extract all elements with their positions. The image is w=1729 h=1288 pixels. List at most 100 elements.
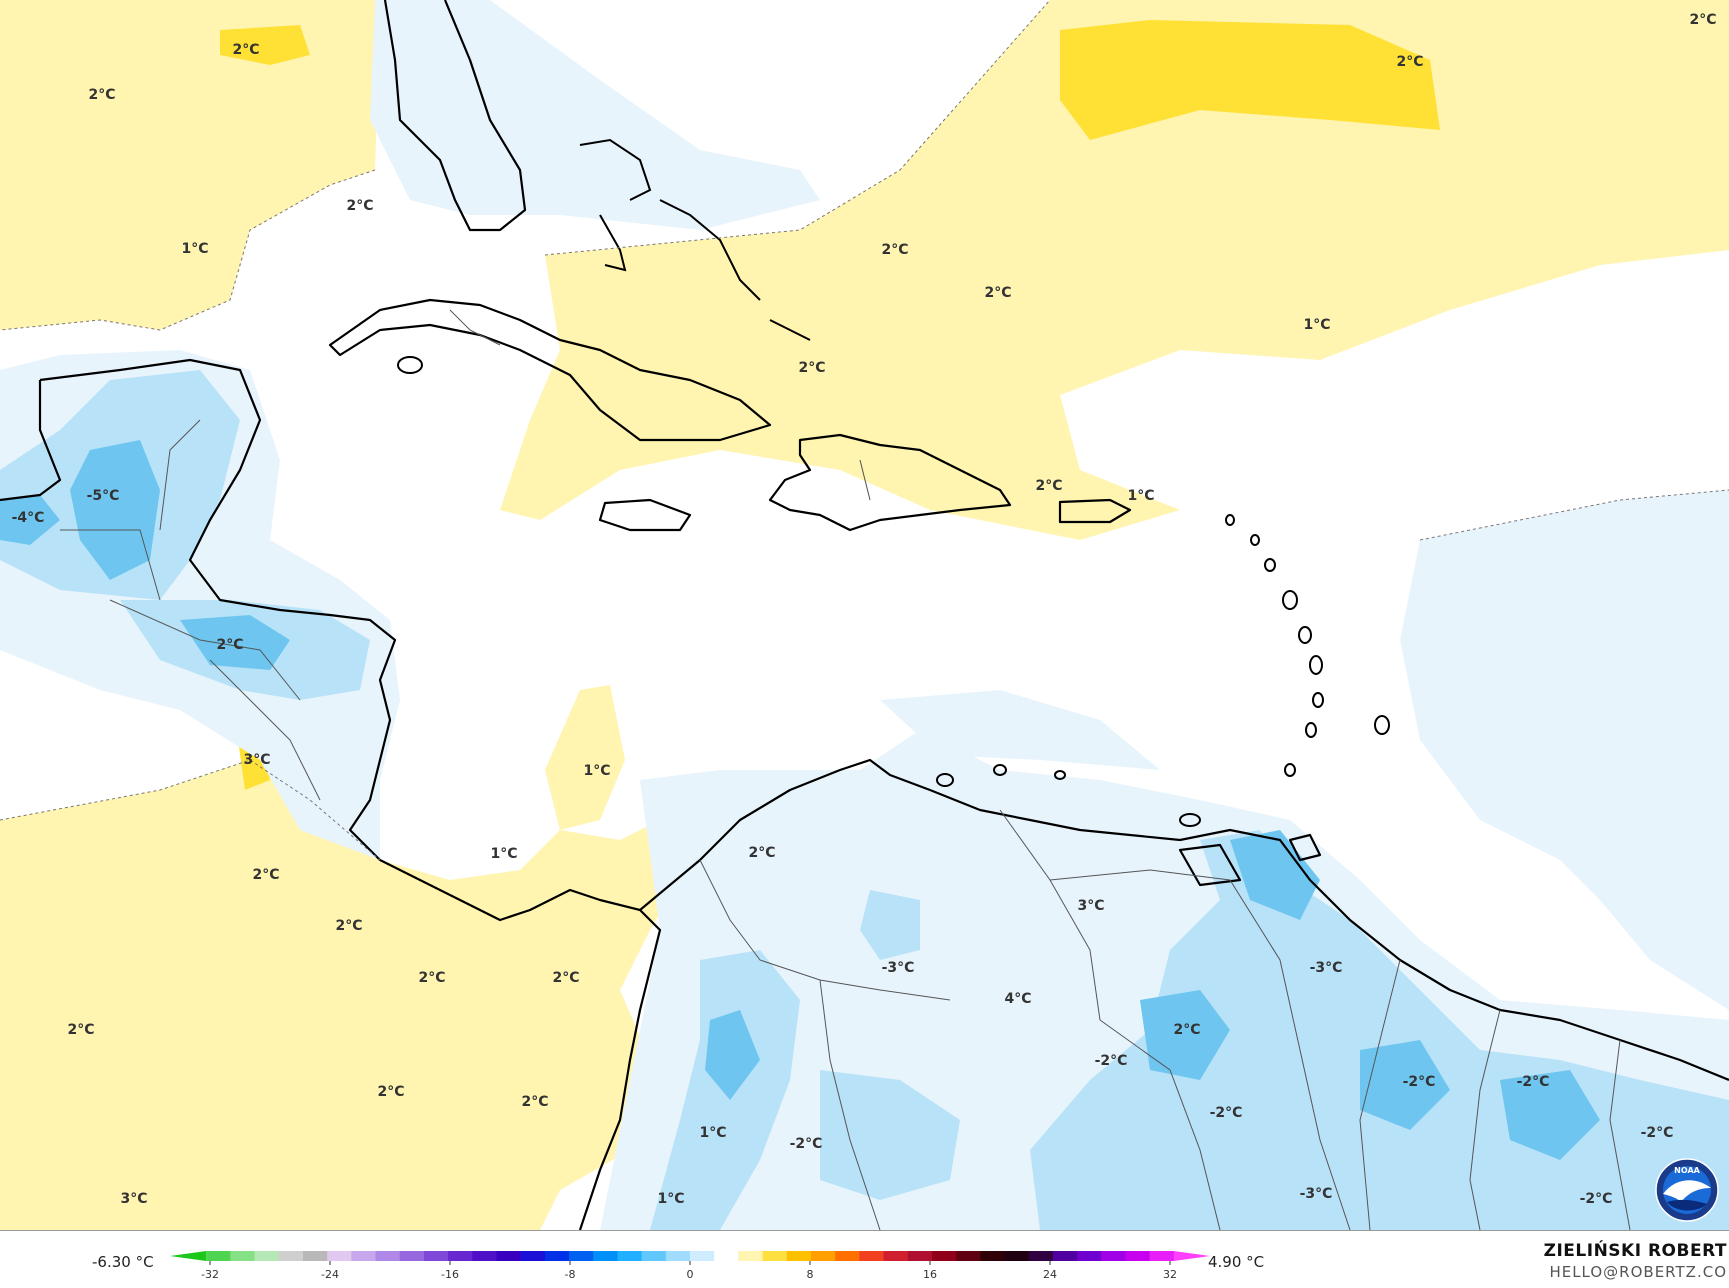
colorbar-cell bbox=[1077, 1251, 1102, 1261]
contour-label: -3°C bbox=[882, 960, 915, 976]
colorbar-cell bbox=[593, 1251, 618, 1261]
colorbar-cell bbox=[883, 1251, 909, 1261]
colorbar-cell bbox=[544, 1251, 570, 1261]
contour-label: 2°C bbox=[881, 242, 908, 258]
contour-label: 2°C bbox=[521, 1094, 548, 1110]
colorbar-cell bbox=[762, 1251, 788, 1261]
contour-label: 4°C bbox=[1004, 991, 1031, 1007]
colorbar-cell bbox=[472, 1251, 497, 1261]
colorbar-cell bbox=[665, 1251, 691, 1261]
colorbar-cell bbox=[278, 1251, 304, 1261]
min-value-label: -6.30 °C bbox=[92, 1253, 154, 1271]
contour-labels: 2°C 2°C 2°C 1°C 2°C 2°C 2°C 2°C 1°C 2°C 2°C 1°C -5°C… bbox=[12, 12, 1717, 1207]
contour-label: 2°C bbox=[552, 970, 579, 986]
contour-label: 2°C bbox=[1035, 478, 1062, 494]
colorbar-cell bbox=[980, 1251, 1005, 1261]
colorbar-tick-label: 0 bbox=[687, 1268, 694, 1281]
author-email: HELLO@ROBERTZ.CO bbox=[1549, 1263, 1727, 1281]
contour-label: 1°C bbox=[490, 846, 517, 862]
contour-label: 2°C bbox=[984, 285, 1011, 301]
colorbar-cell bbox=[931, 1251, 957, 1261]
contour-label: 2°C bbox=[232, 42, 259, 58]
colorbar-cell bbox=[1173, 1251, 1210, 1261]
contour-label: 2°C bbox=[377, 1084, 404, 1100]
colorbar-tick-label: 24 bbox=[1043, 1268, 1057, 1281]
contour-label: 2°C bbox=[67, 1022, 94, 1038]
contour-label: -2°C bbox=[1403, 1074, 1436, 1090]
credit-block: ZIELIŃSKI ROBERT HELLO@ROBERTZ.CO bbox=[1544, 1241, 1727, 1281]
contour-label: 2°C bbox=[346, 198, 373, 214]
colorbar-tick-label: -24 bbox=[321, 1268, 339, 1281]
colorbar-cell bbox=[1052, 1251, 1078, 1261]
colorbar-cell bbox=[835, 1251, 860, 1261]
contour-label: 2°C bbox=[1689, 12, 1716, 28]
colorbar-tick-label: 16 bbox=[923, 1268, 937, 1281]
contour-label: 2°C bbox=[88, 87, 115, 103]
warm-anomaly-regions bbox=[0, 0, 1729, 1230]
contour-label: 2°C bbox=[252, 867, 279, 883]
contour-label: 3°C bbox=[243, 752, 270, 768]
contour-label: 2°C bbox=[798, 360, 825, 376]
colorbar-cell bbox=[907, 1251, 933, 1261]
colorbar-tick-label: 8 bbox=[807, 1268, 814, 1281]
max-value-label: 4.90 °C bbox=[1208, 1253, 1265, 1271]
colorbar-cell bbox=[1125, 1251, 1151, 1261]
noaa-logo-text: NOAA bbox=[1674, 1166, 1700, 1175]
colorbar-cell bbox=[641, 1251, 667, 1261]
contour-label: -3°C bbox=[1310, 960, 1343, 976]
contour-label: 3°C bbox=[120, 1191, 147, 1207]
colorbar-tick-label: -8 bbox=[565, 1268, 576, 1281]
colorbar-cell bbox=[448, 1251, 473, 1261]
contour-label: 1°C bbox=[699, 1125, 726, 1141]
colorbar-cell bbox=[690, 1251, 715, 1261]
contour-label: -2°C bbox=[1580, 1191, 1613, 1207]
contour-label: 1°C bbox=[1127, 488, 1154, 504]
contour-label: -5°C bbox=[87, 488, 120, 504]
map-canvas: 2°C 2°C 2°C 1°C 2°C 2°C 2°C 2°C 1°C 2°C 2°C 1°C -5°C… bbox=[0, 0, 1729, 1230]
colorbar-cell bbox=[786, 1251, 812, 1261]
contour-label: 2°C bbox=[216, 637, 243, 653]
colorbar-cell bbox=[206, 1251, 231, 1261]
contour-label: -3°C bbox=[1300, 1186, 1333, 1202]
legend-bar: -6.30 °C -32 -24 -16 -8 0 8 16 24 32 4.90 °C ZIE… bbox=[0, 1230, 1729, 1288]
colorbar-cell bbox=[1149, 1251, 1175, 1261]
colorbar-cell bbox=[302, 1251, 328, 1261]
contour-label: -2°C bbox=[1095, 1053, 1128, 1069]
contour-label: 2°C bbox=[1173, 1022, 1200, 1038]
contour-label: -2°C bbox=[1210, 1105, 1243, 1121]
contour-label: -2°C bbox=[790, 1136, 823, 1152]
colorbar-cell bbox=[170, 1251, 207, 1261]
contour-label: 2°C bbox=[1396, 54, 1423, 70]
colorbar-tick-label: -16 bbox=[441, 1268, 459, 1281]
forecast-map: 2°C 2°C 2°C 1°C 2°C 2°C 2°C 2°C 1°C 2°C 2°C 1°C -5°C… bbox=[0, 0, 1729, 1230]
contour-label: -4°C bbox=[12, 510, 45, 526]
contour-label: 2°C bbox=[335, 918, 362, 934]
contour-label: 1°C bbox=[583, 763, 610, 779]
colorbar-cell bbox=[859, 1251, 885, 1261]
colorbar-cell bbox=[230, 1251, 256, 1261]
contour-label: 1°C bbox=[657, 1191, 684, 1207]
author-name: ZIELIŃSKI ROBERT bbox=[1543, 1241, 1727, 1261]
colorbar-cell bbox=[423, 1251, 449, 1261]
contour-label: 1°C bbox=[181, 241, 208, 257]
colorbar-cell bbox=[738, 1251, 764, 1261]
contour-label: 1°C bbox=[1303, 317, 1330, 333]
contour-label: 2°C bbox=[418, 970, 445, 986]
colorbar-cell bbox=[714, 1251, 739, 1261]
colorbar-cell bbox=[327, 1251, 352, 1261]
colorbar-tick-label: -32 bbox=[201, 1268, 219, 1281]
contour-label: 3°C bbox=[1077, 898, 1104, 914]
zero-contours bbox=[0, 0, 1729, 861]
colorbar-tick-label: 32 bbox=[1163, 1268, 1177, 1281]
coastlines bbox=[0, 0, 1729, 1230]
contour-label: 2°C bbox=[748, 845, 775, 861]
colorbar: -32 -24 -16 -8 0 8 16 24 32 bbox=[170, 1251, 1210, 1281]
contour-label: -2°C bbox=[1517, 1074, 1550, 1090]
colorbar-cell bbox=[351, 1251, 377, 1261]
colorbar-cell bbox=[1101, 1251, 1126, 1261]
colorbar-cell bbox=[956, 1251, 981, 1261]
colorbar-cell bbox=[810, 1251, 836, 1261]
colorbar-cell bbox=[617, 1251, 643, 1261]
colorbar-cell bbox=[254, 1251, 280, 1261]
colorbar-cell bbox=[399, 1251, 425, 1261]
